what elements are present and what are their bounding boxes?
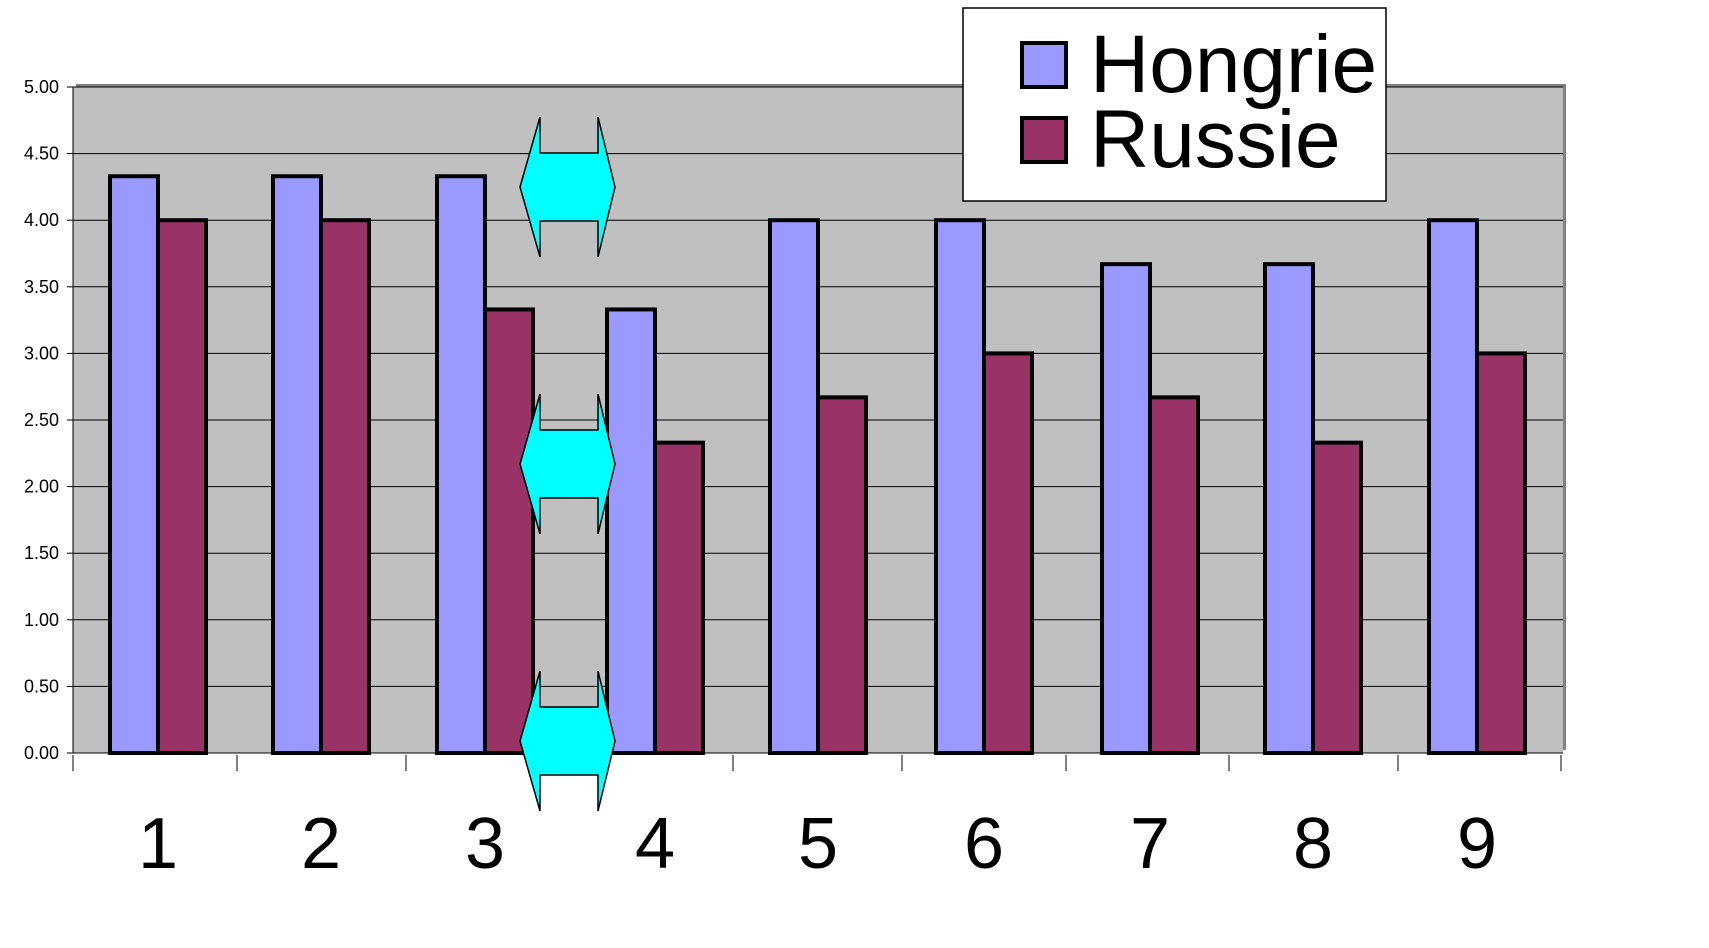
bar-russie-1 (156, 218, 208, 755)
bar-hongrie-9 (1427, 218, 1479, 755)
double-arrow-annotation (519, 393, 616, 535)
bar-russie-7 (1148, 395, 1200, 755)
y-tick-label: 1.00 (24, 610, 59, 630)
double-arrow-annotation (519, 670, 616, 812)
bar-hongrie-6 (934, 218, 986, 755)
x-tick-label: 2 (301, 804, 341, 884)
y-tick-label: 1.50 (24, 543, 59, 563)
y-tick-label: 2.00 (24, 477, 59, 497)
y-tick-label: 5.00 (24, 77, 59, 97)
bar-russie-5 (816, 395, 868, 755)
bar-hongrie-2 (271, 174, 323, 755)
bar-russie-8 (1311, 440, 1363, 755)
x-tick-label: 3 (465, 804, 505, 884)
legend-box (962, 7, 1387, 202)
y-tick-label: 4.50 (24, 144, 59, 164)
bar-hongrie-7 (1100, 262, 1152, 755)
bar-russie-3 (483, 307, 535, 755)
y-tick-label: 2.50 (24, 410, 59, 430)
legend-label-hongrie: Hongrie (1090, 19, 1377, 110)
bars (108, 174, 1527, 755)
y-tick-label: 0.50 (24, 676, 59, 696)
legend-label-russie: Russie (1090, 94, 1341, 185)
y-tick-label: 0.00 (24, 743, 59, 763)
x-tick-label: 1 (138, 804, 178, 884)
y-tick-label: 3.50 (24, 277, 59, 297)
bar-russie-6 (982, 351, 1034, 755)
x-tick-label: 9 (1457, 804, 1497, 884)
bar-hongrie-8 (1263, 262, 1315, 755)
bar-russie-4 (653, 440, 705, 755)
x-tick-label: 6 (964, 804, 1004, 884)
double-arrow-annotation (519, 116, 616, 258)
bar-hongrie-3 (435, 174, 487, 755)
bar-hongrie-4 (605, 307, 657, 755)
y-tick-label: 3.00 (24, 343, 59, 363)
x-tick-label: 8 (1293, 804, 1333, 884)
bar-russie-2 (319, 218, 371, 755)
legend-swatch-hongrie (1020, 41, 1068, 89)
legend-swatch-russie (1020, 116, 1068, 164)
bar-russie-9 (1475, 351, 1527, 755)
y-tick-label: 4.00 (24, 210, 59, 230)
x-tick-label: 7 (1130, 804, 1170, 884)
bar-hongrie-1 (108, 174, 160, 755)
annotations (519, 116, 616, 812)
x-tick-label: 5 (798, 804, 838, 884)
x-tick-label: 4 (635, 804, 675, 884)
bar-hongrie-5 (768, 218, 820, 755)
